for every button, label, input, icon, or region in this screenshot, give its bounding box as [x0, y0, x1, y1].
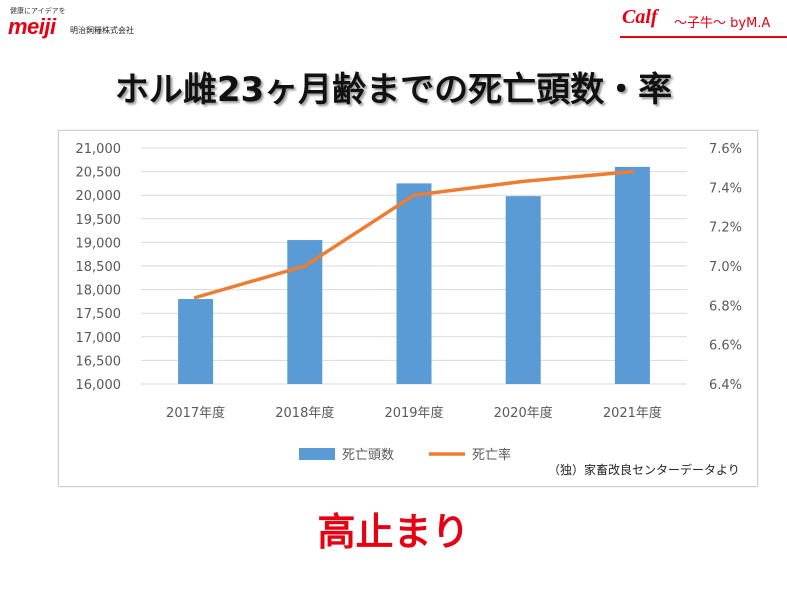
y-left-tick-label: 17,000 [76, 331, 122, 346]
y-right-tick-label: 7.2% [709, 221, 742, 236]
page-title: ホル雌23ヶ月齢までの死亡頭数・率 [114, 70, 673, 110]
y-right-tick-label: 7.6% [709, 142, 742, 157]
brand-subtitle: 〜子牛〜 byM.A [674, 16, 771, 31]
calf-brand: Calf 〜子牛〜 byM.A [622, 6, 785, 36]
bar [287, 240, 323, 384]
y-left-tick-label: 19,000 [76, 236, 122, 251]
x-tick-label: 2021年度 [603, 405, 662, 421]
combo-chart: 16,000 16,500 17,000 17,500 18,000 18,500 19,0… [76, 142, 743, 463]
bar [505, 196, 541, 384]
y-right-tick-label: 6.6% [709, 339, 742, 354]
y-left-tick-label: 21,000 [76, 142, 122, 157]
logo-tagline: 健康にアイデアを [10, 7, 66, 15]
bar [396, 183, 432, 384]
logo-wordmark: meiji [8, 14, 56, 39]
y-right-tick-label: 7.0% [709, 260, 742, 275]
y-right-tick-label: 6.8% [709, 299, 742, 314]
y-left-tick-label: 19,500 [76, 213, 122, 228]
chart-container: 16,000 16,500 17,000 17,500 18,000 18,500 19,0… [58, 130, 758, 487]
y-left-tick-label: 18,000 [76, 284, 122, 299]
y-left-tick-label: 16,000 [76, 378, 122, 393]
brand-underline [620, 36, 787, 38]
x-tick-label: 2018年度 [275, 405, 334, 421]
y-right-tick-label: 6.4% [709, 378, 742, 393]
y-right-tick-label: 7.4% [709, 181, 742, 196]
legend-bar-label: 死亡頭数 [342, 448, 394, 463]
meiji-logo: 健康にアイデアを meiji 明治飼糧株式会社 [8, 6, 158, 42]
y-left-tick-label: 17,500 [76, 307, 122, 322]
x-tick-label: 2019年度 [384, 405, 443, 421]
bar [178, 299, 214, 384]
x-tick-label: 2020年度 [494, 405, 553, 421]
legend-bar-swatch [299, 448, 335, 460]
legend-line-label: 死亡率 [472, 447, 511, 463]
brand-calf-text: Calf [622, 6, 658, 28]
line-series-rate [193, 169, 635, 300]
x-tick-label: 2017年度 [166, 405, 225, 421]
y-left-tick-label: 16,500 [76, 354, 122, 369]
bar [614, 166, 650, 384]
y-left-tick-label: 18,500 [76, 260, 122, 275]
y-left-tick-label: 20,500 [76, 166, 122, 181]
logo-company-name: 明治飼糧株式会社 [70, 26, 134, 35]
y-left-tick-label: 20,000 [76, 189, 122, 204]
source-note: （独）家畜改良センターデータより [548, 463, 740, 477]
footer-message: 高止まり [317, 510, 470, 554]
